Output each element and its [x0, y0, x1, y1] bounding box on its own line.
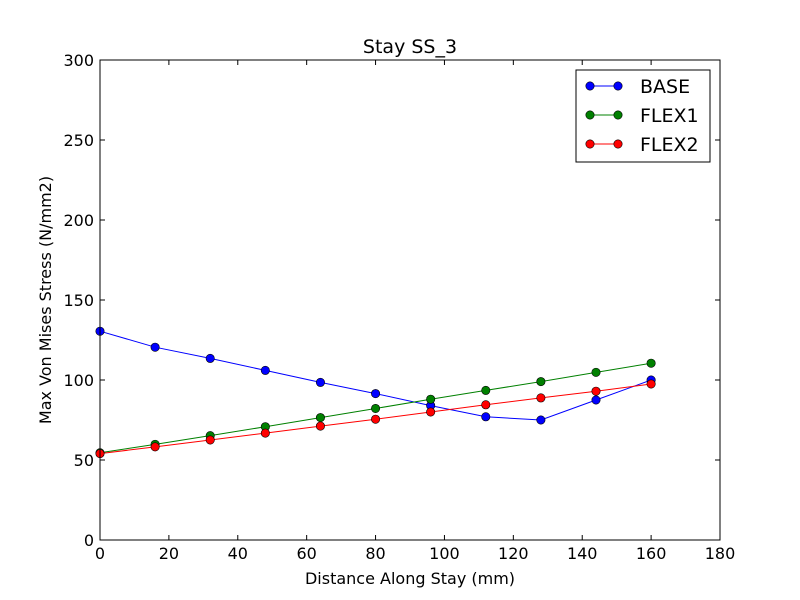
x-tick-label: 80	[365, 544, 385, 563]
legend: BASE FLEX1 FLEX2	[575, 69, 711, 163]
legend-marker	[585, 139, 595, 149]
x-tick-label: 0	[95, 544, 105, 563]
y-tick-label: 0	[84, 531, 94, 550]
data-point-flex1	[315, 413, 325, 423]
x-axis-title: Distance Along Stay (mm)	[305, 569, 515, 588]
series-flex2	[95, 379, 656, 459]
legend-marker	[613, 139, 623, 149]
data-point-flex2	[591, 386, 601, 396]
legend-label: FLEX1	[640, 105, 699, 127]
plot-frame	[99, 59, 721, 541]
data-point-base	[260, 365, 270, 375]
data-point-flex1	[536, 377, 546, 387]
legend-marker	[613, 110, 623, 120]
legend-box	[575, 69, 711, 163]
data-point-flex2	[481, 400, 491, 410]
series-flex1	[95, 358, 656, 458]
x-tick-label: 40	[228, 544, 248, 563]
data-point-flex1	[646, 358, 656, 368]
data-point-base	[481, 412, 491, 422]
data-point-flex1	[591, 367, 601, 377]
data-point-flex2	[646, 379, 656, 389]
x-tick-label: 140	[567, 544, 598, 563]
data-point-flex2	[426, 407, 436, 417]
y-tick-label: 250	[63, 131, 94, 150]
data-point-base	[591, 395, 601, 405]
legend-label: FLEX2	[640, 134, 699, 156]
data-point-base	[150, 342, 160, 352]
data-point-flex2	[371, 414, 381, 424]
axis-ticks: 0 20 40 60 80 100 120 140 160 180 0 50 100 150 200 250 3…	[63, 51, 735, 563]
legend-item-base: BASE	[585, 76, 690, 98]
data-point-flex1	[371, 403, 381, 413]
legend-item-flex2: FLEX2	[585, 134, 699, 156]
y-axis-title: Max Von Mises Stress (N/mm2)	[36, 176, 55, 424]
data-point-base	[315, 377, 325, 387]
data-point-base	[536, 415, 546, 425]
x-tick-label: 160	[636, 544, 667, 563]
x-tick-label: 100	[429, 544, 460, 563]
x-tick-label: 180	[705, 544, 736, 563]
data-point-base	[371, 389, 381, 399]
series-layer	[95, 326, 656, 459]
data-point-flex2	[260, 428, 270, 438]
legend-marker	[585, 81, 595, 91]
legend-item-flex1: FLEX1	[585, 105, 699, 127]
y-tick-label: 200	[63, 211, 94, 230]
y-tick-label: 150	[63, 291, 94, 310]
data-point-flex1	[426, 394, 436, 404]
chart-title: Stay SS_3	[363, 36, 457, 58]
data-point-flex2	[536, 393, 546, 403]
x-tick-label: 120	[498, 544, 529, 563]
legend-label: BASE	[640, 76, 690, 98]
x-tick-label: 20	[159, 544, 179, 563]
legend-marker	[585, 110, 595, 120]
data-point-flex2	[315, 421, 325, 431]
y-tick-label: 100	[63, 371, 94, 390]
data-point-flex1	[481, 385, 491, 395]
legend-marker	[613, 81, 623, 91]
data-point-flex2	[150, 442, 160, 452]
y-tick-label: 300	[63, 51, 94, 70]
data-point-flex2	[205, 435, 215, 445]
data-point-base	[205, 353, 215, 363]
y-tick-label: 50	[74, 451, 94, 470]
x-tick-label: 60	[296, 544, 316, 563]
